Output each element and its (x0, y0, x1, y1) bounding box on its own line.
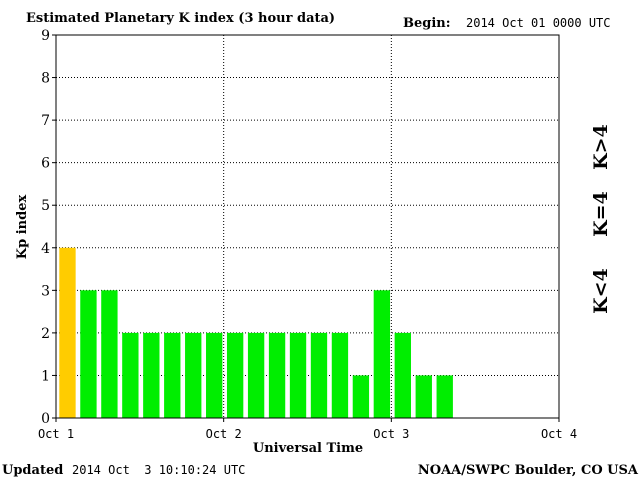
y-tick-label: 7 (41, 113, 50, 129)
kp-bar (247, 332, 265, 418)
y-tick-label: 4 (41, 241, 50, 257)
y-tick-label: 5 (41, 198, 50, 214)
x-axis-label: Universal Time (253, 441, 363, 456)
kp-bar (143, 332, 160, 418)
y-axis-ticks: 0 1 2 3 4 5 6 7 8 9 (41, 28, 56, 427)
y-tick-label: 0 (41, 411, 50, 427)
y-tick-label: 3 (41, 283, 50, 299)
y-tick-label: 9 (41, 28, 50, 44)
source-credit: NOAA/SWPC Boulder, CO USA (418, 463, 639, 478)
kp-bar (331, 332, 349, 418)
kp-bar (164, 332, 181, 418)
x-tick-label: Oct 3 (373, 427, 409, 441)
x-tick-label: Oct 1 (38, 427, 74, 441)
kp-bar (80, 290, 97, 418)
x-tick-label: Oct 2 (206, 427, 242, 441)
legend-equal-4: K=4 (590, 191, 612, 237)
x-axis-ticks: Oct 1 Oct 2 Oct 3 Oct 4 (38, 418, 577, 441)
x-tick-label: Oct 4 (541, 427, 577, 441)
bar-series (59, 247, 453, 418)
kp-bar (226, 332, 244, 418)
kp-bar (415, 375, 432, 418)
kp-bar (373, 290, 391, 418)
begin-label: Begin: (403, 16, 451, 31)
kp-bar (101, 290, 118, 418)
kp-bar (268, 332, 286, 418)
y-tick-label: 1 (41, 368, 50, 384)
grid-lines (56, 35, 559, 418)
kp-bar (59, 247, 76, 418)
updated-value: 2014 Oct 3 10:10:24 UTC (72, 463, 245, 477)
y-tick-label: 6 (41, 156, 50, 172)
kp-bar (394, 332, 411, 418)
y-tick-label: 2 (41, 326, 50, 342)
kp-bar (122, 332, 139, 418)
begin-value: 2014 Oct 01 0000 UTC (466, 16, 611, 30)
chart-title: Estimated Planetary K index (3 hour data… (26, 11, 335, 26)
kp-bar (289, 332, 307, 418)
y-tick-label: 8 (41, 71, 50, 87)
y-axis-label: Kp index (15, 195, 30, 260)
kp-bar (185, 332, 202, 418)
updated-label: Updated (2, 463, 63, 478)
plot-frame (55, 34, 560, 419)
kp-bar (310, 332, 328, 418)
legend-below-4: K<4 (590, 268, 612, 314)
kp-bar (436, 375, 453, 418)
kp-bar (352, 375, 370, 418)
legend-above-4: K>4 (590, 124, 612, 170)
kp-bar (206, 332, 223, 418)
